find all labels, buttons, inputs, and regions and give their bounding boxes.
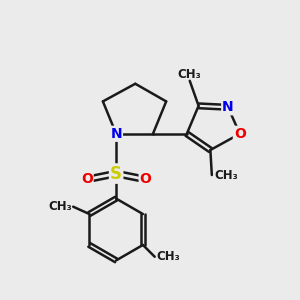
- Text: O: O: [234, 127, 246, 141]
- Text: N: N: [110, 127, 122, 141]
- Text: O: O: [81, 172, 93, 186]
- Text: S: S: [110, 165, 122, 183]
- Text: CH₃: CH₃: [156, 250, 180, 263]
- Text: N: N: [222, 100, 234, 114]
- Text: CH₃: CH₃: [215, 169, 238, 182]
- Text: CH₃: CH₃: [48, 200, 72, 213]
- Text: O: O: [140, 172, 152, 186]
- Text: CH₃: CH₃: [178, 68, 202, 81]
